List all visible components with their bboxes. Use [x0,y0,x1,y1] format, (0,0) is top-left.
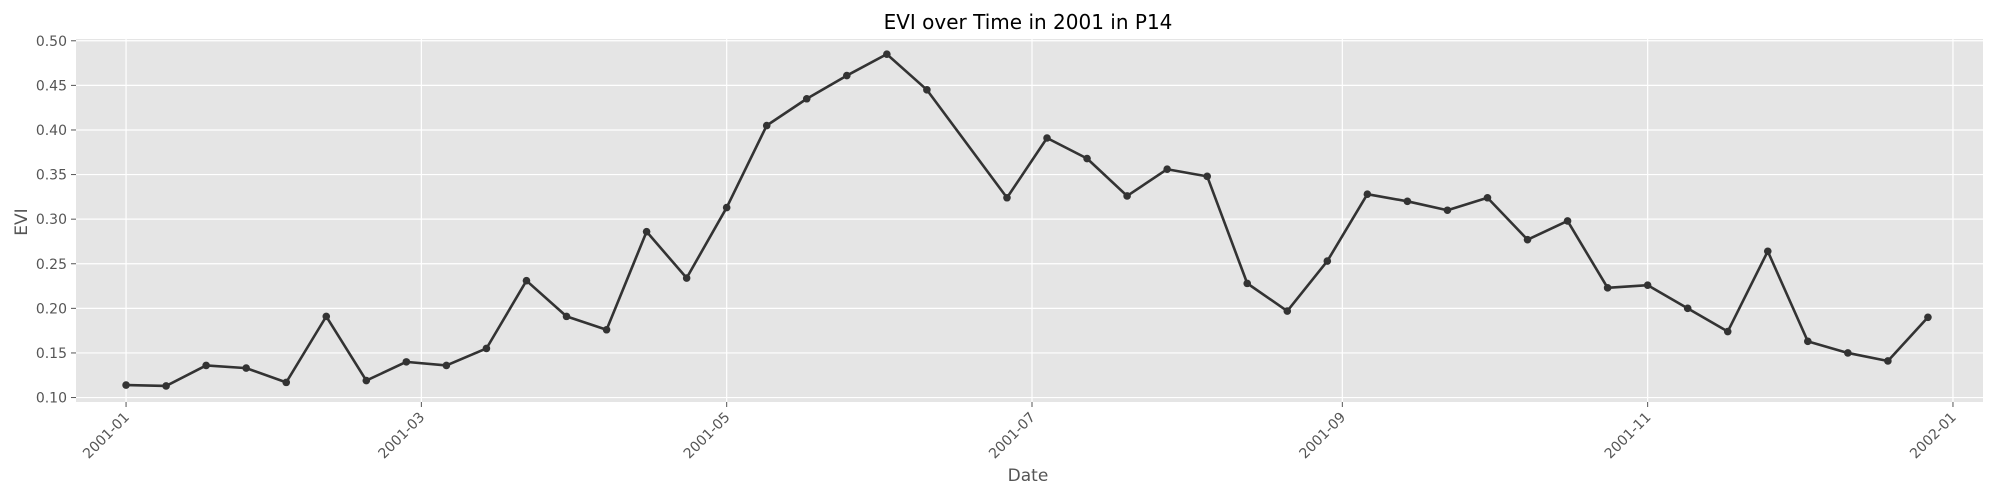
evi-data-point [322,312,331,321]
y-tick-label: 0.25 [36,257,67,273]
y-tick-label: 0.30 [36,212,67,228]
evi-data-point [562,312,571,321]
evi-data-point [1723,327,1732,336]
evi-data-point [442,361,451,370]
y-tick-label: 0.10 [36,391,67,407]
y-tick-label: 0.20 [36,301,67,317]
evi-data-point [1363,190,1372,198]
evi-data-point [1884,357,1892,365]
evi-data-point [1523,235,1532,244]
x-tick-label: 2001-11 [1602,410,1655,463]
evi-data-point [1563,217,1572,225]
evi-data-point [1283,307,1292,315]
x-tick-label: 2001-03 [376,410,429,463]
evi-data-point [1243,279,1252,288]
evi-data-point [202,361,210,370]
x-tick-label: 2001-09 [1296,410,1349,463]
evi-data-point [1203,172,1211,181]
y-tick-label: 0.50 [36,34,67,50]
evi-data-point [1483,193,1492,202]
evi-data-point [122,381,130,389]
evi-data-point [1643,281,1652,289]
x-tick-label: 2002-01 [1907,410,1960,463]
y-axis-label: EVI [12,208,32,235]
evi-data-point [1603,284,1612,292]
x-axis-label: Date [1008,466,1049,486]
evi-data-point [1163,165,1171,174]
evi-data-point [682,274,691,282]
evi-data-point [1083,154,1091,163]
y-tick-label: 0.15 [36,346,67,362]
x-tick-label: 2001-05 [681,410,734,463]
y-tick-label: 0.40 [36,123,67,139]
evi-data-point [602,325,611,334]
evi-data-point [242,364,250,372]
chart-title: EVI over Time in 2001 in P14 [884,10,1173,34]
evi-data-point [1443,206,1452,215]
y-tick-label: 0.35 [36,168,67,184]
evi-data-point [1804,337,1812,346]
evi-data-point [1683,304,1692,313]
evi-data-point [802,94,811,103]
evi-data-point [762,121,771,130]
evi-data-point [1763,247,1772,256]
evi-data-point [162,382,170,390]
evi-data-point [1123,192,1131,200]
evi-data-point [1924,313,1932,322]
series-layer [122,50,1932,390]
grid-lines [76,39,1983,402]
plot-area [76,39,1983,402]
x-tick-label: 2001-01 [80,410,133,463]
y-tick-label: 0.45 [36,78,67,94]
x-tick-label: 2001-07 [986,410,1039,463]
evi-data-point [482,344,491,353]
evi-data-point [282,378,291,387]
evi-data-point [402,358,411,366]
evi-data-point [923,86,931,94]
evi-data-point [522,276,531,285]
evi-data-point [843,71,851,80]
evi-data-point [1043,134,1051,142]
evi-data-point [722,203,731,212]
evi-data-point [1323,257,1332,265]
evi-data-point [1003,193,1011,202]
evi-data-point [642,227,651,236]
evi-data-point [362,376,371,385]
evi-data-point [883,50,891,58]
evi-data-point [1844,349,1852,357]
evi-data-point [1403,197,1412,206]
